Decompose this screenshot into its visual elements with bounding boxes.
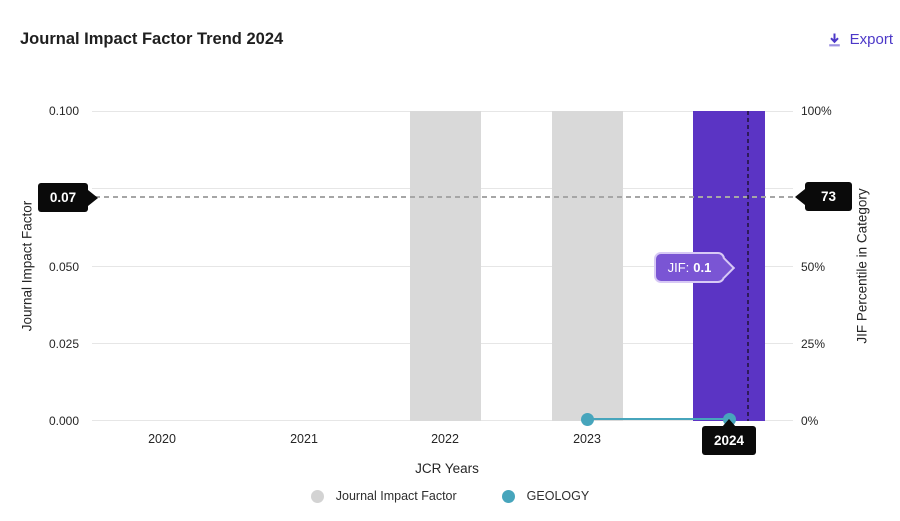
geology-percentile-line [587,418,729,420]
geology-point-2023[interactable] [581,413,594,426]
jif-marker-badge: 0.07 [38,183,88,212]
left-tick-0000: 0.000 [48,414,79,428]
tooltip-prefix: JIF: [667,260,690,275]
bar-2022[interactable] [410,111,481,421]
x-label-2022: 2022 [431,432,459,446]
legend-dot-gray [310,489,324,503]
left-tick-0050: 0.050 [48,260,79,274]
legend-dot-teal [501,489,515,503]
bar-2023[interactable] [552,111,623,421]
right-tick-25: 25% [801,337,826,351]
x-label-2023: 2023 [573,432,601,446]
legend-label: Journal Impact Factor [335,489,457,503]
legend-item-journal-impact-factor[interactable]: Journal Impact Factor [310,489,457,503]
right-tick-50: 50% [801,260,826,274]
chart-plot-area [92,111,793,426]
x-label-2024-badge: 2024 [702,426,756,455]
legend-label: GEOLOGY [526,489,590,503]
percentile-marker-badge: 73 [805,182,852,211]
year-marker-dotted-line [747,111,749,421]
jif-tooltip: JIF: 0.1 [654,252,725,283]
left-tick-0025: 0.025 [48,337,79,351]
download-icon [827,32,842,48]
x-label-2021: 2021 [290,432,318,446]
x-axis-title: JCR Years [415,461,479,476]
export-button[interactable]: Export [827,31,893,48]
page-title: Journal Impact Factor Trend 2024 [20,30,284,48]
right-axis-title: JIF Percentile in Category [854,188,870,344]
tooltip-value: 0.1 [693,260,712,275]
legend-item-geology[interactable]: GEOLOGY [501,489,590,503]
x-label-2020: 2020 [148,432,176,446]
jif-marker-dashed-line [95,196,793,198]
export-label: Export [849,31,893,48]
right-tick-100: 100% [801,104,832,118]
left-tick-0100: 0.100 [48,104,79,118]
right-tick-0: 0% [801,414,819,428]
legend: Journal Impact Factor GEOLOGY [0,489,900,503]
